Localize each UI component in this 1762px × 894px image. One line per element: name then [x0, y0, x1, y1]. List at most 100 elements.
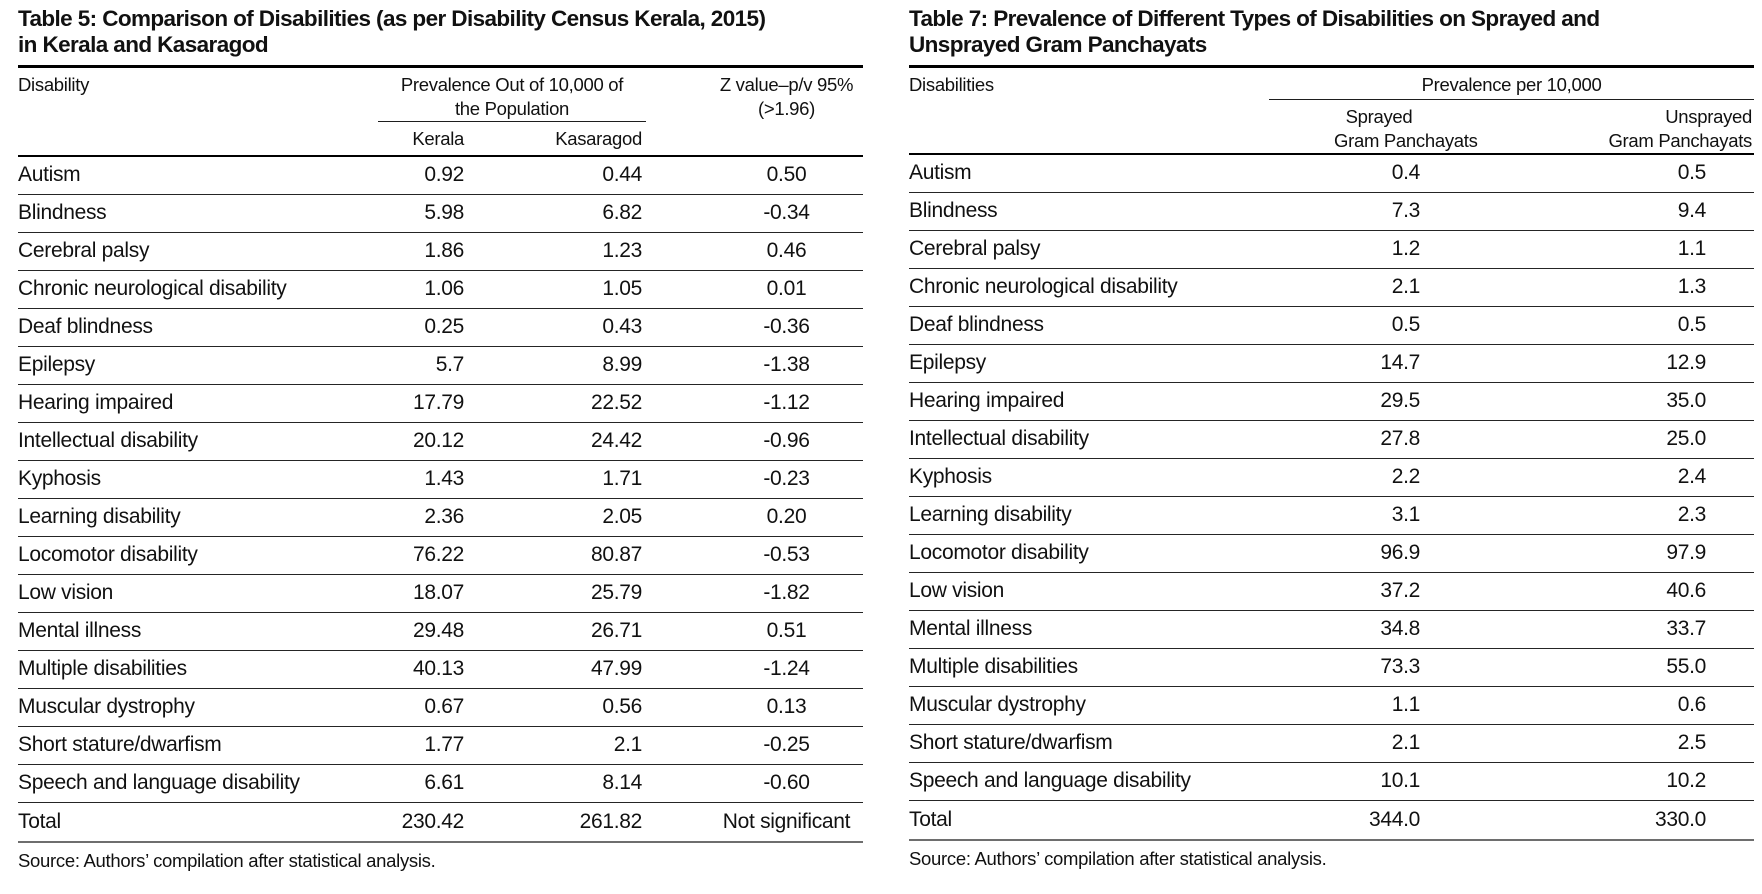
- unsprayed-value: 0.6: [1424, 686, 1755, 725]
- z-value: -0.53: [646, 536, 863, 575]
- disability-label: Deaf blindness: [18, 308, 378, 347]
- disability-label: Epilepsy: [909, 344, 1269, 383]
- column-header-sprayed: Sprayed Gram Panchayats: [1269, 99, 1478, 155]
- z-value: -0.36: [646, 308, 863, 347]
- disability-label: Muscular dystrophy: [18, 688, 378, 727]
- table-row: Autism 0.4 0.5: [909, 154, 1755, 193]
- unsprayed-value: 1.3: [1424, 268, 1755, 307]
- unsprayed-value: 1.1: [1424, 230, 1755, 269]
- table-row: Epilepsy 14.7 12.9: [909, 344, 1755, 383]
- kasaragod-value: 1.71: [468, 460, 646, 499]
- disability-label: Blindness: [909, 192, 1269, 231]
- kasaragod-value: 8.99: [468, 346, 646, 385]
- unsprayed-value: 97.9: [1424, 534, 1755, 573]
- table5: Disability Prevalence Out of 10,000 of th…: [18, 65, 863, 843]
- table-row: Speech and language disability 6.61 8.14…: [18, 764, 863, 803]
- disability-label: Chronic neurological disability: [18, 270, 378, 309]
- kasaragod-value: 47.99: [468, 650, 646, 689]
- kerala-value: 6.61: [378, 764, 468, 803]
- kerala-value: 1.77: [378, 726, 468, 765]
- total-z-value: Not significant: [646, 802, 863, 843]
- z-value: -0.34: [646, 194, 863, 233]
- disability-label: Speech and language disability: [909, 762, 1269, 801]
- unsprayed-value: 25.0: [1424, 420, 1755, 459]
- table-row: Chronic neurological disability 2.1 1.3: [909, 268, 1755, 307]
- table-row: Intellectual disability 27.8 25.0: [909, 420, 1755, 459]
- table-row: Autism 0.92 0.44 0.50: [18, 156, 863, 195]
- disability-label: Intellectual disability: [909, 420, 1269, 459]
- z-header-line2: (>1.96): [757, 98, 816, 119]
- z-value: -1.38: [646, 346, 863, 385]
- disability-label: Learning disability: [18, 498, 378, 537]
- sprayed-value: 14.7: [1269, 344, 1424, 383]
- table5-total: Total 230.42 261.82 Not significant: [18, 802, 863, 843]
- table-row: Deaf blindness 0.5 0.5: [909, 306, 1755, 345]
- kerala-value: 18.07: [378, 574, 468, 613]
- kasaragod-value: 1.23: [468, 232, 646, 271]
- z-value: 0.01: [646, 270, 863, 309]
- table-row: Multiple disabilities 73.3 55.0: [909, 648, 1755, 687]
- column-header-kasaragod: Kasaragod: [468, 121, 646, 157]
- table7-section: Table 7: Prevalence of Different Types o…: [909, 6, 1755, 894]
- unsprayed-value: 2.4: [1424, 458, 1755, 497]
- table5-header: Disability Prevalence Out of 10,000 of th…: [18, 66, 863, 157]
- sprayed-value: 10.1: [1269, 762, 1424, 801]
- unsprayed-value: 0.5: [1424, 154, 1755, 193]
- kerala-value: 0.25: [378, 308, 468, 347]
- table5-section: Table 5: Comparison of Disabilities (as …: [18, 6, 863, 894]
- z-value: -0.25: [646, 726, 863, 765]
- sprayed-value: 1.1: [1269, 686, 1424, 725]
- kerala-value: 5.7: [378, 346, 468, 385]
- column-header-kerala: Kerala: [378, 121, 468, 157]
- disability-label: Mental illness: [18, 612, 378, 651]
- z-value: 0.20: [646, 498, 863, 537]
- table-row: Muscular dystrophy 1.1 0.6: [909, 686, 1755, 725]
- disability-label: Short stature/dwarfism: [18, 726, 378, 765]
- unsprayed-value: 0.5: [1424, 306, 1755, 345]
- disability-label: Low vision: [909, 572, 1269, 611]
- table-row: Short stature/dwarfism 2.1 2.5: [909, 724, 1755, 763]
- sprayed-value: 2.1: [1269, 268, 1424, 307]
- disability-label: Cerebral palsy: [909, 230, 1269, 269]
- sprayed-value: 0.4: [1269, 154, 1424, 193]
- table-row: Speech and language disability 10.1 10.2: [909, 762, 1755, 801]
- table-row: Locomotor disability 76.22 80.87 -0.53: [18, 536, 863, 575]
- kasaragod-value: 1.05: [468, 270, 646, 309]
- column-header-z-value: Z value–p/v 95% (>1.96): [646, 66, 863, 157]
- table7-header: Disabilities Prevalence per 10,000 Spray…: [909, 66, 1755, 155]
- kasaragod-value: 2.05: [468, 498, 646, 537]
- table-row: Low vision 37.2 40.6: [909, 572, 1755, 611]
- kasaragod-value: 0.43: [468, 308, 646, 347]
- disability-label: Intellectual disability: [18, 422, 378, 461]
- total-label: Total: [18, 802, 378, 843]
- kasaragod-value: 24.42: [468, 422, 646, 461]
- table-row: Short stature/dwarfism 1.77 2.1 -0.25: [18, 726, 863, 765]
- table-row: Cerebral palsy 1.86 1.23 0.46: [18, 232, 863, 271]
- unsprayed-value: 33.7: [1424, 610, 1755, 649]
- total-sprayed-value: 344.0: [1269, 800, 1424, 841]
- table7-title-line2: Unsprayed Gram Panchayats: [909, 32, 1207, 57]
- sprayed-header-line2: Gram Panchayats: [1334, 130, 1478, 151]
- column-header-disability: Disability: [18, 66, 378, 157]
- kerala-value: 20.12: [378, 422, 468, 461]
- kasaragod-value: 25.79: [468, 574, 646, 613]
- disability-label: Cerebral palsy: [18, 232, 378, 271]
- group-header-line2: the Population: [454, 98, 570, 119]
- table7-body: Autism 0.4 0.5 Blindness 7.3 9.4 Cerebra…: [909, 154, 1755, 801]
- kerala-value: 0.92: [378, 156, 468, 195]
- kerala-value: 1.06: [378, 270, 468, 309]
- sprayed-value: 0.5: [1269, 306, 1424, 345]
- unsprayed-header-line1: Unsprayed: [1665, 106, 1753, 127]
- table7-total: Total 344.0 330.0: [909, 800, 1755, 841]
- disability-label: Mental illness: [909, 610, 1269, 649]
- column-group-header-prevalence: Prevalence Out of 10,000 of the Populatio…: [378, 66, 646, 122]
- table-row: Deaf blindness 0.25 0.43 -0.36: [18, 308, 863, 347]
- z-value: 0.51: [646, 612, 863, 651]
- kasaragod-value: 6.82: [468, 194, 646, 233]
- disability-label: Autism: [909, 154, 1269, 193]
- kerala-value: 1.86: [378, 232, 468, 271]
- total-unsprayed-value: 330.0: [1424, 800, 1755, 841]
- table5-title-line1: Table 5: Comparison of Disabilities (as …: [18, 6, 766, 31]
- z-value: -1.12: [646, 384, 863, 423]
